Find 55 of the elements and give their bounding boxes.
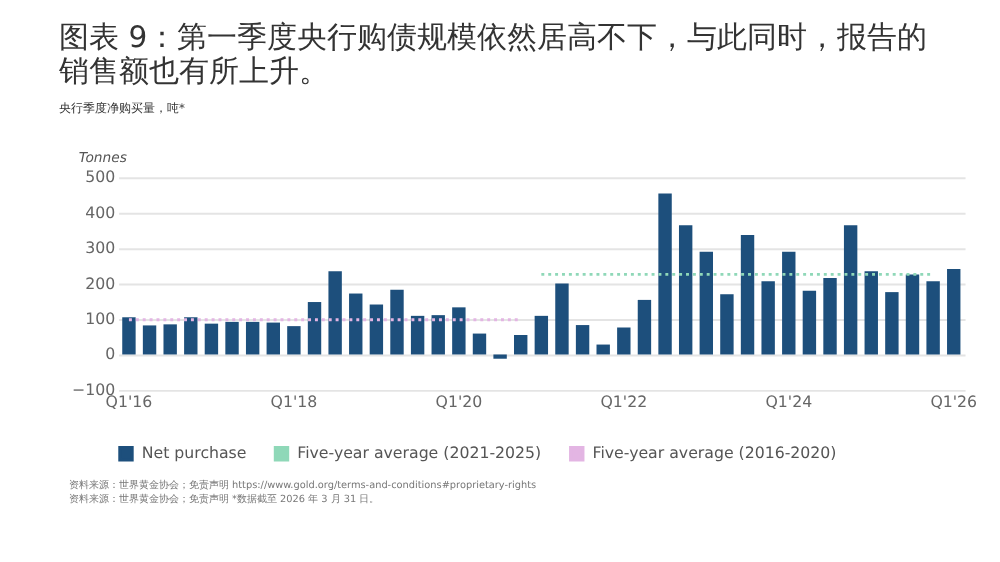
bar [699, 251, 713, 355]
legend-label: Five-year average (2021-2025) [297, 443, 542, 462]
bar [472, 333, 487, 355]
y-tick-label: 200 [85, 274, 116, 293]
bar [823, 277, 837, 355]
y-tick-label: 400 [85, 203, 116, 222]
x-tick-label: Q1'18 [270, 392, 318, 411]
bar [225, 321, 239, 355]
bar [947, 269, 961, 355]
legend-label: Net purchase [141, 443, 247, 462]
x-tick-label: Q1'24 [765, 392, 813, 411]
bar [514, 334, 528, 355]
x-tick-label: Q1'26 [930, 392, 978, 411]
bar [431, 315, 445, 355]
bar [926, 281, 940, 355]
legend-label: Five-year average (2016-2020) [592, 443, 837, 462]
chart-title: 图表 9：第一季度央行购债规模依然居高不下，与此同时，报告的销售额也有所上升。 [57, 21, 928, 89]
bar [369, 304, 384, 355]
y-tick-label: 100 [85, 309, 116, 328]
x-tick-label: Q1'20 [435, 392, 483, 411]
bar [328, 271, 342, 355]
bar [596, 344, 610, 355]
bar [142, 325, 157, 355]
bar [555, 283, 569, 355]
y-tick-label: 300 [85, 239, 116, 258]
bar [864, 271, 878, 355]
y-tick-label: 500 [85, 168, 116, 187]
bar [307, 302, 322, 355]
bar [658, 193, 672, 355]
bar [740, 235, 755, 355]
y-tick-label: 0 [105, 345, 116, 364]
bar [122, 317, 136, 355]
bar [617, 327, 631, 355]
bar [410, 315, 425, 355]
bar [575, 325, 590, 355]
bar [245, 321, 260, 355]
bar [761, 281, 775, 355]
bar [349, 293, 363, 355]
bar [287, 326, 301, 355]
bar [534, 315, 549, 355]
bar [390, 289, 404, 355]
bar [885, 292, 899, 355]
bar [184, 317, 198, 355]
bar [678, 225, 693, 355]
bar [452, 307, 466, 355]
bar [802, 290, 817, 355]
bar [637, 299, 652, 355]
bar [163, 324, 177, 355]
bar [843, 225, 858, 355]
bar [266, 322, 280, 355]
x-tick-label: Q1'22 [600, 392, 648, 411]
bar [204, 323, 219, 355]
bar [720, 294, 734, 355]
bar [905, 274, 920, 355]
bar [782, 251, 796, 355]
